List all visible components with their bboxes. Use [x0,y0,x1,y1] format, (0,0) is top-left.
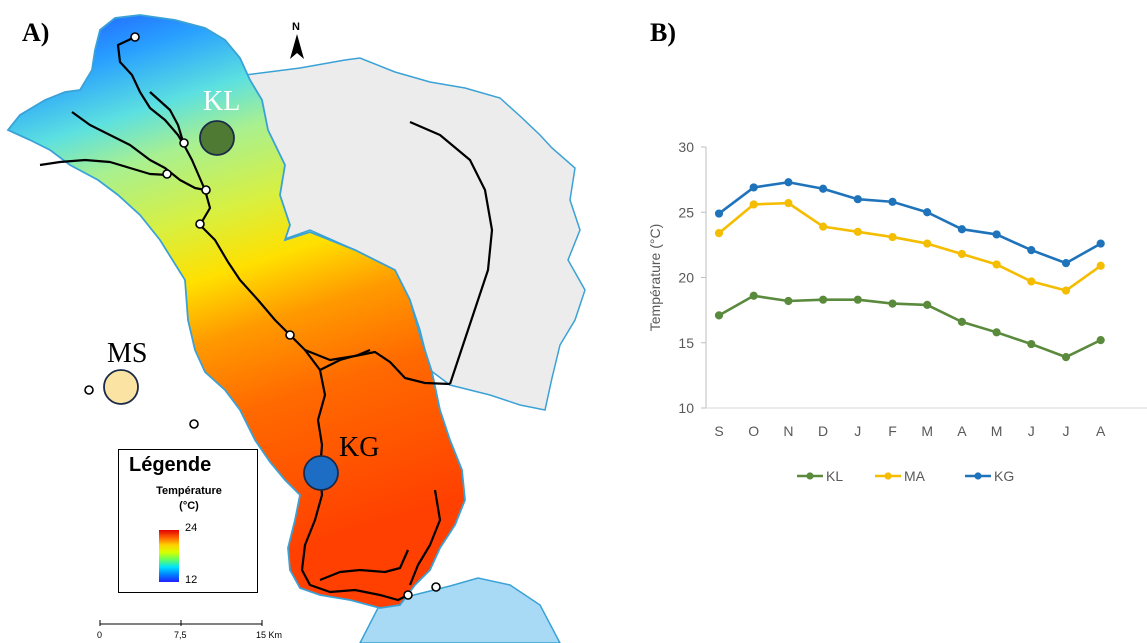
x-tick-label: M [921,423,933,439]
data-point-ma [853,227,862,236]
data-point-ma [888,232,897,242]
station-kg-marker[interactable] [303,455,339,491]
legend-title: Légende [129,454,212,476]
x-tick-label: S [714,423,723,439]
data-point-ma [784,199,793,208]
data-point-kl [957,317,966,326]
y-tick-label: 30 [678,139,694,155]
svg-text:0: 0 [97,630,102,640]
legend-label-ma: MA [904,468,926,484]
svg-text:7,5: 7,5 [174,630,187,640]
y-tick-label: 20 [678,270,694,286]
scale-bar: 0 7,5 15 Km [97,620,282,640]
data-point-kg [749,183,758,192]
temperature-map: KL MS KG N 0 7,5 15 Km [6,14,586,643]
data-point-kg [992,230,1001,239]
data-point-kl [923,300,932,310]
data-point-kl [888,299,897,308]
data-point-kg [1096,239,1105,248]
data-point-kg [714,209,724,218]
gauging-points [84,32,441,600]
x-tick-label: F [888,423,897,439]
x-tick-label: J [1063,423,1070,439]
station-kl-label: KL [203,86,240,117]
data-point-ma [714,229,724,238]
catchment [6,14,466,609]
legend-max: 24 [185,522,198,534]
data-point-kl [784,296,793,306]
data-point-ma [1027,277,1036,286]
data-point-kl [714,311,724,320]
series-line-kl [718,294,1102,359]
x-tick-label: A [957,423,967,439]
data-point-ma [923,239,932,248]
x-tick-label: O [748,423,759,439]
map-legend: Légende Température (°C) 24 12 [118,449,258,593]
north-arrow-icon: N [290,21,304,59]
x-tick-label: J [854,423,861,439]
panel-a-label: A) [22,18,50,47]
data-point-ma [957,249,966,259]
data-point-kg [957,225,966,234]
y-tick-label: 25 [678,204,694,220]
data-point-kl [1027,339,1036,349]
y-tick-label: 15 [678,335,694,351]
river-network [39,36,494,602]
y-tick-label: 10 [678,400,694,416]
data-point-ma [1061,286,1071,295]
svg-text:15 Km: 15 Km [256,630,282,640]
data-point-kg [819,184,828,193]
legend-min: 12 [185,574,198,586]
data-point-kg [923,208,932,217]
station-kg-label: KG [339,432,379,463]
data-point-ma [992,260,1001,269]
data-point-kg [853,195,862,204]
x-tick-label: N [783,423,793,439]
svg-text:N: N [292,21,300,33]
data-point-ma [819,222,828,231]
data-point-ma [1096,261,1105,270]
data-point-kg [784,178,793,187]
grey-basin [243,57,586,411]
panel-b-label: B) [650,18,676,47]
legend-label-kg: KG [994,468,1014,484]
legend-label-kl: KL [826,468,843,484]
x-tick-label: D [818,423,828,439]
data-point-kl [1096,336,1105,345]
station-ms-label: MS [107,338,147,369]
legend-marker-ma [884,472,892,480]
data-point-kl [819,295,828,304]
station-ms-marker[interactable] [103,369,139,405]
legend-marker-kl [806,472,814,480]
legend-subtitle: Température (°C) [156,485,222,512]
y-axis-title: Température (°C) [647,224,663,332]
series-line-kg [718,180,1102,265]
series-line-ma [718,201,1102,292]
data-point-ma [749,200,758,209]
x-tick-label: J [1028,423,1035,439]
x-tick-label: A [1096,423,1106,439]
data-point-kg [1061,259,1071,268]
data-point-kl [853,295,862,304]
data-point-kl [1061,353,1071,362]
data-point-kl [992,328,1001,337]
legend-colorbar [159,530,179,582]
data-point-kg [888,197,897,206]
legend-marker-kg [974,472,982,480]
data-point-kg [1027,245,1036,255]
data-point-kl [749,291,758,300]
x-tick-label: M [991,423,1003,439]
station-kl-marker[interactable] [199,120,235,156]
